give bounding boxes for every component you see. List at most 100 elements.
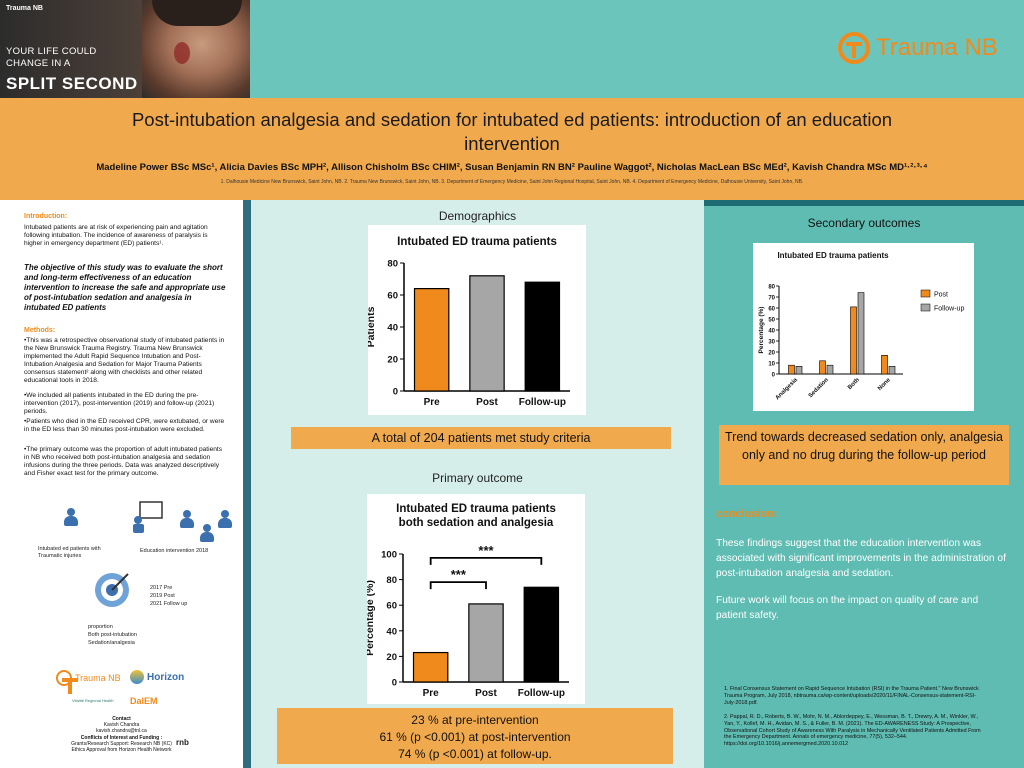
y-tick-label: 60 [386,601,397,612]
bar-both-post [850,306,857,375]
objective-text: The objective of this study was to evalu… [24,263,226,312]
y-tick-label: 60 [768,307,775,313]
chart2-title-line-2: both sedation and analgesia [399,517,554,529]
y-tick-label: 20 [768,351,775,357]
contact-heading: Contact [112,716,131,722]
y-tick-label: 70 [768,296,775,302]
left-divider [243,200,251,768]
x-tick-label: Analgesia [775,377,800,402]
primary-summary-line-2: 61 % (p <0.001) at post-intervention [379,730,571,744]
x-tick-label: Post [475,688,497,699]
bar-pre [413,287,450,392]
bar-analgesia-follow-up [795,366,803,375]
chart2-title-line-1: Intubated ED trauma patients [396,503,556,515]
primary-outcome-chart: Intubated ED trauma patients both sedati… [367,494,585,704]
demographics-summary: A total of 204 patients met study criter… [291,427,671,449]
x-tick-label: Follow-up [518,688,565,699]
introduction-heading: Introduction: [24,213,68,220]
trauma-t-icon [838,32,870,64]
secondary-summary: Trend towards decreased sedation only, a… [719,425,1009,485]
bar-none-follow-up [888,366,896,375]
student-icon [200,524,214,542]
y-tick-label: 80 [768,285,775,291]
primary-outcome-title: Primary outcome [432,471,523,485]
horizon-logo: Horizon [130,670,184,684]
coi-heading: Conflicts of Interest and Funding : [80,735,163,741]
hero-tagline-1: YOUR LIFE COULD [6,46,97,57]
introduction-text: Intubated patients are at risk of experi… [24,224,208,248]
hero-image: Trauma NB YOUR LIFE COULD CHANGE IN A SP… [0,0,250,98]
legend-swatch [920,289,931,298]
methods-point-2: •We included all patients intubated in t… [24,392,215,416]
demographics-chart: Intubated ED trauma patients 0 20 40 60 80 Pa… [368,225,586,415]
x-tick-label: Pre [424,397,441,408]
years-post: 2019 Post [150,593,175,599]
bar-both-follow-up [857,292,865,375]
authors: Madeline Power BSc MSc¹, Alicia Davies B… [96,162,928,173]
bar-sedation-follow-up [826,364,834,375]
conclusion-text-2: Future work will focus on the impact on … [716,595,979,621]
proportion-label: proportion [88,624,113,630]
methods-point-3: •Patients who died in the ED received CP… [24,418,225,434]
significance-label: *** [478,543,494,558]
chart1-title: Intubated ED trauma patients [397,236,557,248]
coi-line-1: Grants/Research Support: Research NB (KC… [71,741,172,747]
student-icon [180,510,194,528]
y-tick-label: 40 [387,323,398,334]
methods-heading: Methods: [24,327,56,334]
y-tick-label: 10 [768,362,775,368]
chart3-title: Intubated ED trauma patients [777,251,889,260]
secondary-outcomes-title: Secondary outcomes [807,216,921,230]
reference-2: 2. Pappal, R. D., Roberts, B. W., Mohr, … [724,714,981,748]
methods-point-4: •The primary outcome was the proportion … [24,446,223,478]
bar-sedation-post [819,360,826,375]
x-tick-label: Post [476,397,498,408]
y-tick-label: 20 [387,355,398,366]
coi-line-2: Ethics Approval from Horizon Health Netw… [71,747,172,753]
contact-name: Kavish Chandra [103,722,140,728]
conclusion-heading: conclusion: [716,508,778,520]
bar-none-post [881,355,888,375]
significance-bracket [429,581,487,590]
x-tick-label: Both [847,377,861,391]
y-axis-label: Patients [368,306,377,347]
y-tick-label: 0 [392,678,397,689]
rnb-logo: rnb [176,738,189,747]
y-tick-label: 0 [772,373,776,379]
y-axis-label: Percentage (%) [367,580,376,656]
affiliations: 1. Dalhousie Medicine New Brunswick, Sai… [220,179,804,185]
years-follow-up: 2021 Follow up [150,601,188,607]
target-icon [95,573,129,607]
x-tick-label: Follow-up [519,397,566,408]
y-tick-label: 50 [768,318,775,324]
poster-title: Post-intubation analgesia and sedation f… [131,109,893,154]
trauma-nb-logo: Trauma NB [838,30,1008,66]
proportion-label-2: Both post-intubation [88,632,137,638]
y-axis-label: Percentage (%) [758,307,765,354]
contact-email[interactable]: kavish.chandra@tnl.ca [96,728,147,734]
years-pre: 2017 Pre [150,585,173,591]
y-tick-label: 100 [381,550,397,561]
bar-post [469,275,505,392]
y-tick-label: 80 [386,575,397,586]
contact-block: Contact Kavish Chandra kavish.chandra@tn… [0,716,243,753]
dalem-logo: DalEM [130,696,158,706]
y-tick-label: 20 [386,652,397,663]
bar-pre [412,651,449,683]
x-tick-label: Sedation [808,377,830,399]
hero-brand: Trauma NB [6,5,43,12]
trauma-nb-small-logo: Trauma NB [56,670,121,694]
x-tick-label: None [877,377,892,392]
y-tick-label: 60 [387,291,398,302]
title-band: Post-intubation analgesia and sedation f… [0,98,1024,200]
secondary-outcomes-chart: Intubated ED trauma patients 0 10 20 30 40 50… [753,243,974,411]
hero-tagline-2: CHANGE IN A [6,58,71,69]
icon-label-patients: Intubated ed patients with Traumatic inj… [38,546,101,559]
legend-label: Follow-up [934,306,964,313]
legend-label: Post [934,292,948,299]
patient-icon [64,508,78,526]
trauma-nb-logo-text: Trauma NB [876,34,998,61]
conclusion-text-1: These findings suggest that the educatio… [716,538,1006,579]
proportion-label-3: Sedation/analgesia [88,640,135,646]
significance-bracket [429,556,543,565]
